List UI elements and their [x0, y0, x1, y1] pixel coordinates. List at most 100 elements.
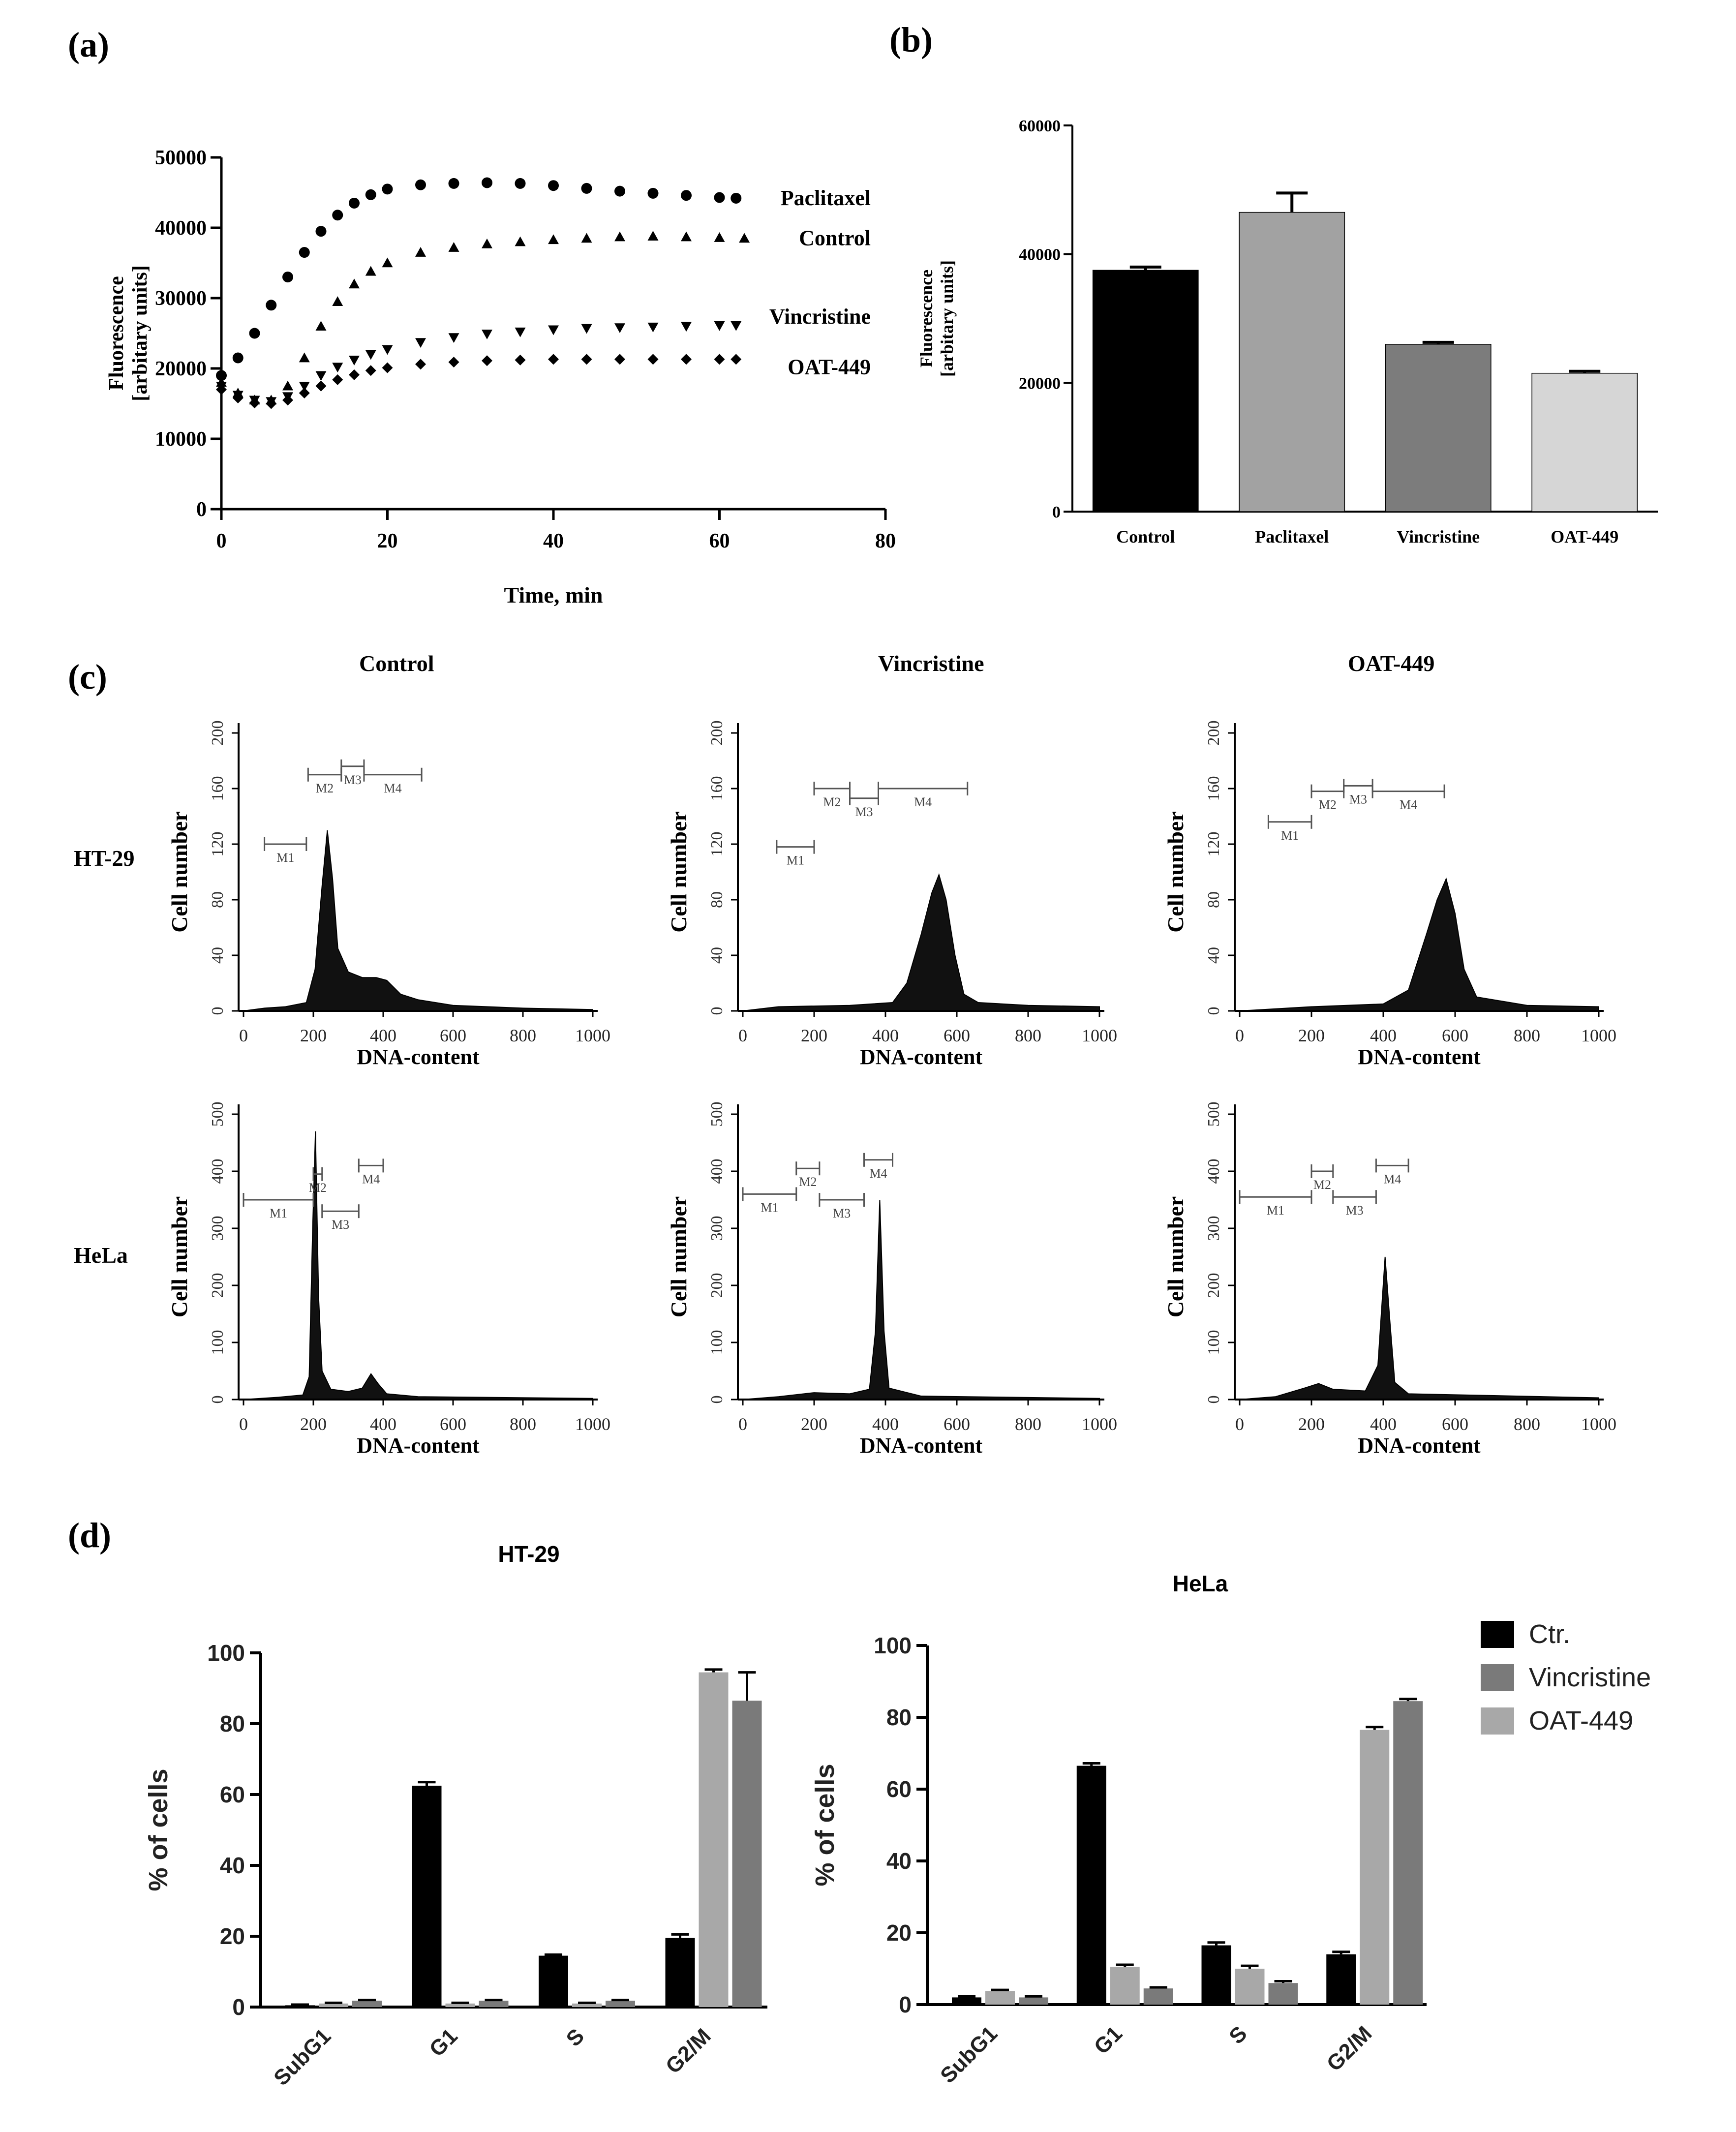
y-tick-label: 30000 [155, 287, 207, 310]
y-tick-label: 400 [1205, 1159, 1223, 1184]
series-label-vincristine: Vincristine [769, 305, 871, 329]
point-paclitaxel [216, 370, 227, 381]
y-axis-label: Cell number [167, 1196, 192, 1318]
point-paclitaxel [681, 190, 692, 201]
histogram-fill [243, 1131, 593, 1400]
legend-label-oat-449: OAT-449 [1529, 1706, 1633, 1736]
point-vincristine [448, 333, 459, 343]
y-tick-label: 120 [708, 832, 726, 857]
bar-subg1-ctr [285, 2005, 315, 2007]
y-axis-label: Cell number [1163, 811, 1188, 933]
point-oat-449 [382, 362, 393, 373]
gate-label-m1: M1 [787, 853, 804, 868]
y-tick-label: 80 [708, 891, 726, 908]
bar-s-ctr [539, 1955, 568, 2007]
chart-title: HeLa [1173, 1571, 1228, 1596]
y-tick-label: 160 [708, 776, 726, 801]
y-tick-label: 200 [1205, 1273, 1223, 1298]
point-control [681, 231, 692, 242]
point-oat-449 [515, 354, 526, 365]
bar-subg1-oat-449 [985, 1991, 1015, 2005]
point-oat-449 [216, 384, 227, 395]
gate-label-m1: M1 [1267, 1203, 1284, 1218]
bar-oat-449 [1531, 372, 1638, 512]
x-tick-label: 600 [1442, 1414, 1468, 1434]
point-control [382, 257, 393, 268]
histogram-fill [742, 1199, 1100, 1400]
gate-label-m3: M3 [344, 773, 362, 787]
point-vincristine [415, 338, 426, 348]
point-vincristine [382, 345, 393, 355]
y-tick-label: 20000 [155, 358, 207, 380]
point-vincristine [349, 356, 360, 365]
gate-label-m3: M3 [855, 805, 873, 819]
x-axis-label: DNA-content [860, 1045, 983, 1069]
point-oat-449 [249, 397, 260, 409]
panel-c-row-hela: HeLa [74, 1243, 128, 1268]
histogram-fill [1239, 1256, 1599, 1400]
bar-s-ctr [1201, 1945, 1231, 2005]
y-axis-label: Fluorescence[arbitary units] [916, 260, 957, 377]
point-vincristine [482, 330, 492, 339]
y-axis-label-line: [arbitary units] [937, 260, 957, 377]
y-tick-label: 0 [899, 1992, 912, 2017]
gate-label-m2: M2 [309, 1181, 327, 1195]
gate-label-m2: M2 [823, 795, 841, 809]
gate-label-m1: M1 [761, 1200, 778, 1215]
gate-label-m4: M4 [869, 1166, 887, 1181]
bar-s-vincristine [1268, 1983, 1298, 2005]
x-tick-label-g1: G1 [425, 2024, 462, 2061]
gate-label-m4: M4 [1383, 1172, 1401, 1186]
x-tick-label: 400 [872, 1414, 899, 1434]
y-axis-label: % of cells [810, 1764, 840, 1886]
point-control [415, 247, 426, 257]
point-paclitaxel [482, 177, 492, 188]
point-paclitaxel [249, 328, 260, 339]
y-tick-label: 200 [708, 1273, 726, 1298]
point-vincristine [581, 324, 592, 334]
point-vincristine [714, 321, 725, 331]
y-tick-label: 20 [220, 1923, 245, 1949]
y-axis-label-line: Fluorescence [105, 276, 128, 390]
y-tick-label: 0 [232, 1994, 245, 2020]
point-paclitaxel [382, 183, 393, 195]
point-vincristine [681, 322, 692, 332]
x-tick-label: 200 [300, 1414, 327, 1434]
gate-label-m4: M4 [384, 781, 401, 795]
point-oat-449 [332, 374, 343, 385]
x-tick-label: 20 [377, 530, 398, 552]
y-tick-label: 0 [209, 1007, 227, 1015]
y-tick-label: 500 [209, 1102, 227, 1127]
y-tick-label: 100 [708, 1330, 726, 1355]
point-vincristine [365, 350, 376, 360]
gate-label-m4: M4 [362, 1172, 380, 1186]
chart-hela: HeLa 0 20 40 60 80 100 % of cells SubG1 G1 S G2/M [810, 1571, 1427, 2088]
y-axis-label-line: [arbitary units] [129, 265, 152, 401]
x-tick-label: 200 [801, 1414, 827, 1434]
x-tick-label: 0 [738, 1414, 747, 1434]
point-control [282, 380, 293, 391]
y-tick-label: 120 [1205, 832, 1223, 857]
point-paclitaxel [714, 192, 725, 203]
x-tick-label: 600 [440, 1026, 466, 1045]
point-control [448, 242, 459, 252]
point-control [482, 238, 492, 248]
point-control [614, 231, 625, 242]
x-tick-label: 600 [1442, 1026, 1468, 1045]
y-tick-label: 0 [708, 1007, 726, 1015]
point-paclitaxel [332, 210, 343, 221]
bar-subg1-vincristine [1019, 1997, 1048, 2005]
point-paclitaxel [581, 183, 592, 194]
y-tick-label: 0 [209, 1396, 227, 1404]
y-tick-label: 80 [886, 1705, 912, 1730]
bar-subg1-vincristine [352, 2001, 382, 2007]
point-paclitaxel [548, 180, 559, 191]
y-tick-label: 300 [209, 1216, 227, 1241]
point-vincristine [647, 322, 659, 333]
point-control [349, 278, 360, 289]
point-paclitaxel [232, 352, 244, 364]
point-paclitaxel [415, 179, 426, 190]
point-paclitaxel [731, 192, 742, 204]
point-control [548, 234, 559, 244]
bar-g1-vincristine [479, 2001, 509, 2007]
